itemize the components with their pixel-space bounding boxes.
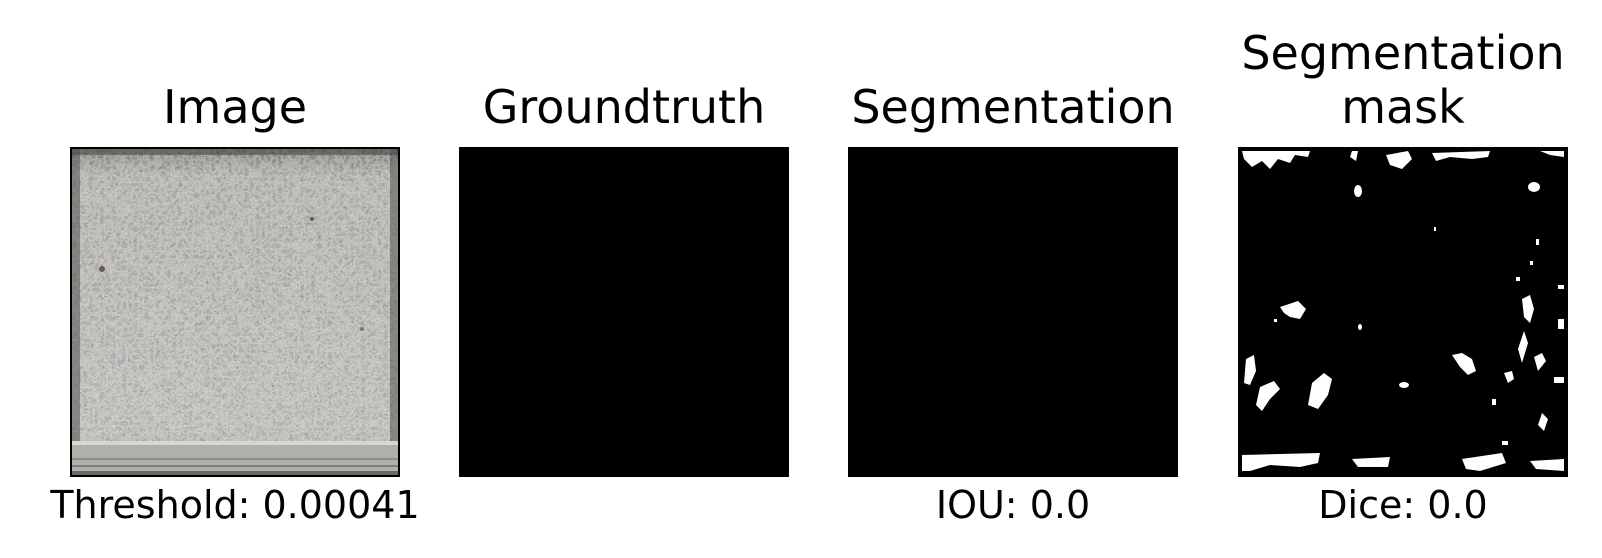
panel-title-segmentation: Segmentation	[851, 80, 1175, 134]
panel-title-segmentation-mask-line2: mask	[1341, 80, 1465, 134]
iou-label: IOU: 0.0	[935, 483, 1091, 527]
mask-blobs	[1240, 149, 1566, 475]
panel-title-image: Image	[162, 80, 308, 134]
groundtruth-mask	[459, 147, 789, 477]
panel-title-segmentation-mask-line1: Segmentation	[1241, 26, 1565, 80]
threshold-label: Threshold: 0.00041	[50, 483, 420, 527]
panel-image: Image	[50, 0, 419, 558]
concrete-photo	[70, 147, 400, 477]
panel-groundtruth: Groundtruth	[459, 0, 789, 558]
panel-segmentation: Segmentation IOU: 0.0	[848, 0, 1178, 558]
panel-segmentation-mask: Segmentation mask	[1238, 0, 1568, 558]
dice-label: Dice: 0.0	[1318, 483, 1488, 527]
segmentation-mask-image	[1238, 147, 1568, 477]
concrete-texture	[72, 149, 398, 475]
panel-title-groundtruth: Groundtruth	[482, 80, 766, 134]
segmentation-output	[848, 147, 1178, 477]
